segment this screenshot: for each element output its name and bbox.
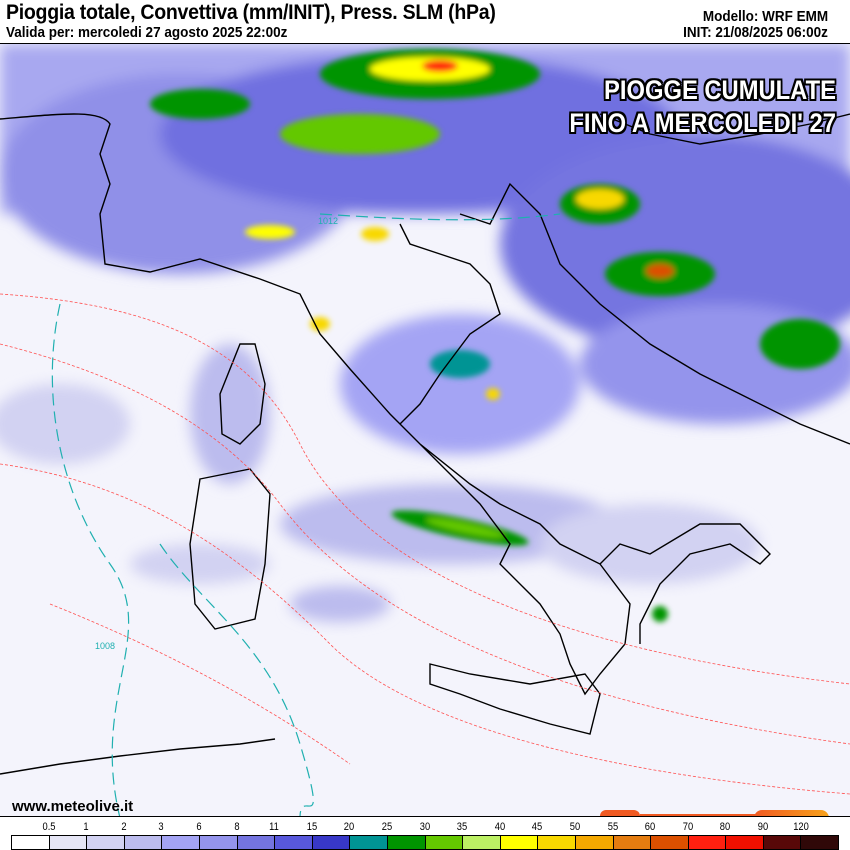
- legend-swatch: [763, 836, 802, 849]
- legend-swatch: [237, 836, 276, 849]
- legend-swatch: [801, 836, 839, 849]
- legend-label: 60: [644, 821, 656, 833]
- legend-swatch: [500, 836, 539, 849]
- legend-label: 120: [792, 821, 809, 833]
- legend-label: 1: [83, 821, 89, 833]
- overlay-line-2: FINO A MERCOLEDI' 27: [569, 108, 836, 138]
- precipitation-map: 1012 1008 PIOGGE CUMULATE FINO A MERCOLE…: [0, 43, 850, 817]
- map-title: Pioggia totale, Convettiva (mm/INIT), Pr…: [6, 1, 496, 24]
- legend-label: 45: [532, 821, 543, 833]
- legend-swatch: [49, 836, 88, 849]
- init-time: INIT: 21/08/2025 06:00z: [683, 24, 828, 41]
- legend-swatch: [162, 836, 200, 849]
- legend-swatch: [87, 836, 125, 849]
- legend-swatch: [538, 836, 576, 849]
- overlay-line-1: PIOGGE CUMULATE: [604, 75, 836, 105]
- legend-label: 70: [682, 821, 694, 833]
- model-name: Modello: WRF EMM: [702, 8, 828, 25]
- legend-swatch: [463, 836, 501, 849]
- legend-label: 80: [720, 821, 731, 833]
- legend-label: 30: [419, 821, 430, 833]
- isobar-label-1012: 1012: [318, 216, 338, 226]
- legend-swatch: [726, 836, 764, 849]
- legend-label: 8: [233, 821, 240, 833]
- legend-label: 90: [757, 821, 769, 833]
- legend-label: 20: [344, 821, 355, 833]
- legend-swatch: [425, 836, 464, 849]
- header: Pioggia totale, Convettiva (mm/INIT), Pr…: [0, 0, 850, 43]
- legend-label: 25: [381, 821, 393, 833]
- legend-swatch: [651, 836, 689, 849]
- color-legend: 0.5 1 2 3 6 8 11 15 20 25 30 35 40 45 50 55 60 70 80 90 120: [0, 817, 850, 850]
- valid-time: Valida per: mercoledi 27 agosto 2025 22:…: [6, 24, 288, 41]
- map-canvas: 1012 1008: [0, 44, 850, 816]
- isobars: [51, 213, 561, 816]
- rain-heavy: [150, 49, 840, 622]
- rain-light: [0, 44, 850, 622]
- legend-label: 0.5: [42, 821, 56, 833]
- legend-swatch: [124, 836, 163, 849]
- forecast-overlay: PIOGGE CUMULATE FINO A MERCOLEDI' 27: [569, 74, 836, 140]
- legend-swatch: [12, 836, 50, 849]
- meteolive-logo: Meteo Live .it: [600, 810, 840, 816]
- isobar-label-1008: 1008: [95, 641, 115, 651]
- legend-label: 15: [306, 821, 318, 833]
- legend-label: 6: [196, 821, 202, 833]
- legend-label: 35: [456, 821, 468, 833]
- legend-swatch: [199, 836, 238, 849]
- legend-label: 40: [494, 821, 506, 833]
- website-label: www.meteolive.it: [12, 798, 134, 815]
- legend-swatch: [688, 836, 727, 849]
- legend-bar: [11, 835, 840, 850]
- legend-swatch: [575, 836, 614, 849]
- sun-icon: [600, 810, 640, 816]
- legend-swatch: [312, 836, 351, 849]
- legend-label: 3: [158, 821, 164, 833]
- legend-label: 2: [121, 821, 127, 833]
- legend-swatch: [613, 836, 652, 849]
- pressure-contours: [0, 293, 850, 795]
- legend-label: 50: [569, 821, 581, 833]
- legend-swatch: [275, 836, 313, 849]
- coastlines: [0, 113, 850, 775]
- legend-swatch: [350, 836, 388, 849]
- legend-label: 11: [269, 821, 280, 833]
- legend-label: 55: [607, 821, 618, 833]
- legend-swatch: [387, 836, 426, 849]
